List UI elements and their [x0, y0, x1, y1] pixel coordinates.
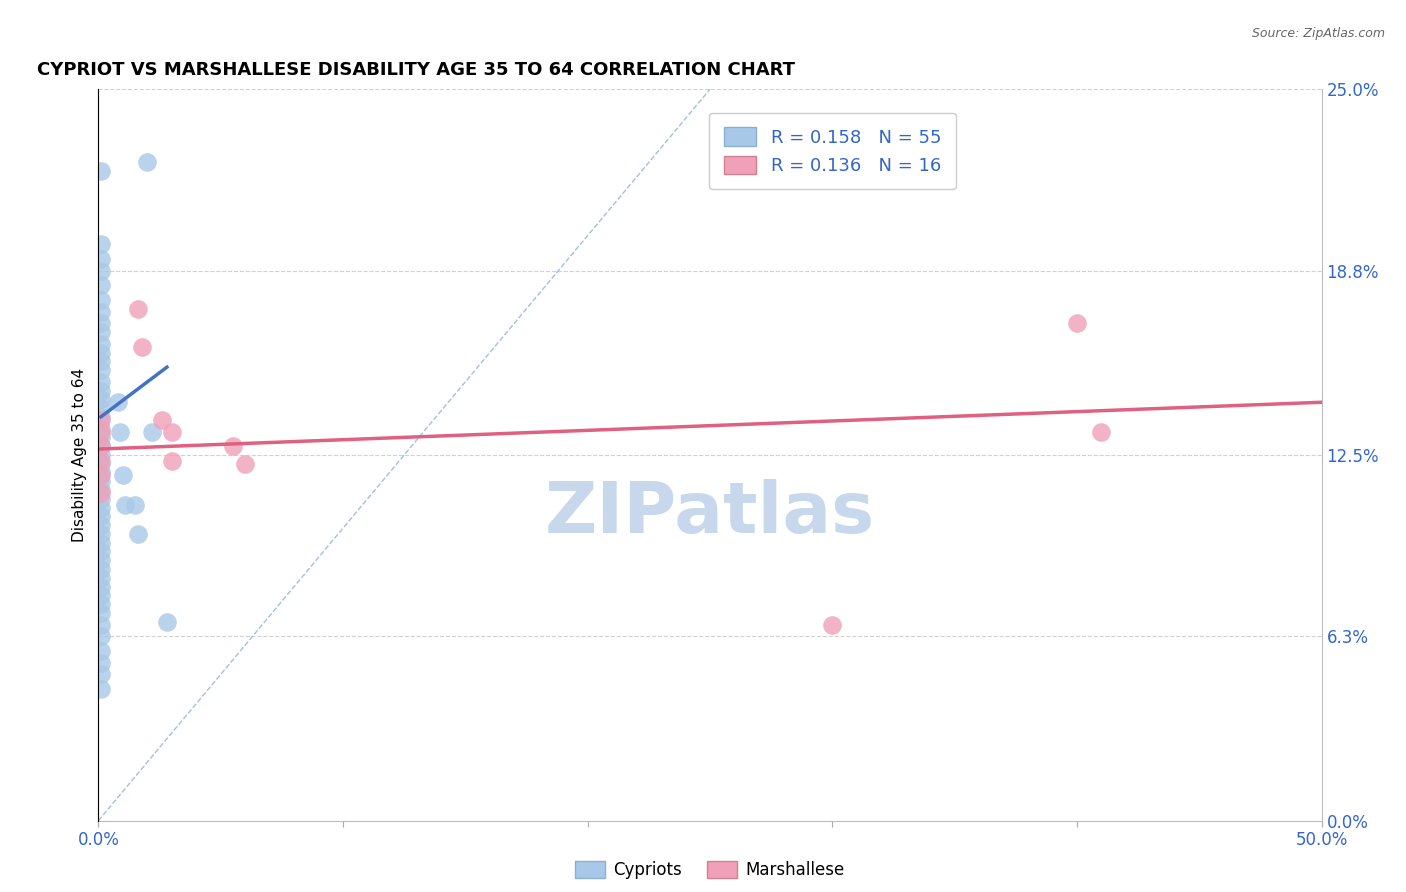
Point [233, 457, 256, 471]
Point [90, 629, 112, 643]
Point [90, 500, 112, 515]
Point [111, 468, 134, 483]
Point [141, 425, 163, 439]
Point [90, 483, 112, 497]
Point [90, 448, 112, 462]
Point [90, 336, 112, 351]
Point [90, 597, 112, 611]
Point [90, 425, 112, 439]
Point [90, 606, 112, 620]
Text: ZIPatlas: ZIPatlas [546, 479, 875, 548]
Point [90, 681, 112, 696]
Point [90, 588, 112, 602]
Text: Source: ZipAtlas.com: Source: ZipAtlas.com [1251, 27, 1385, 40]
Point [90, 468, 112, 483]
Point [90, 544, 112, 558]
Point [90, 518, 112, 533]
Point [90, 509, 112, 524]
Point [90, 345, 112, 359]
Point [90, 401, 112, 416]
Point [90, 491, 112, 506]
Point [90, 475, 112, 489]
Point [107, 395, 129, 409]
Y-axis label: Disability Age 35 to 64: Disability Age 35 to 64 [72, 368, 87, 542]
Point [90, 354, 112, 368]
Point [90, 430, 112, 444]
Point [90, 304, 112, 318]
Legend: Cypriots, Marshallese: Cypriots, Marshallese [568, 854, 852, 886]
Point [131, 340, 153, 354]
Point [90, 413, 112, 427]
Text: CYPRIOT VS MARSHALLESE DISABILITY AGE 35 TO 64 CORRELATION CHART: CYPRIOT VS MARSHALLESE DISABILITY AGE 35… [38, 62, 796, 79]
Point [90, 252, 112, 266]
Point [136, 155, 159, 169]
Point [90, 580, 112, 594]
Point [90, 562, 112, 576]
Point [90, 535, 112, 549]
Point [90, 375, 112, 389]
Point [90, 457, 112, 471]
Point [110, 425, 132, 439]
Point [1066, 316, 1088, 330]
Point [90, 454, 112, 468]
Point [90, 164, 112, 178]
Point [1090, 425, 1112, 439]
Point [127, 301, 149, 316]
Point [90, 486, 112, 500]
Point [90, 316, 112, 330]
Point [90, 409, 112, 424]
Point [90, 237, 112, 252]
Point [114, 498, 136, 512]
Point [90, 392, 112, 407]
Point [821, 617, 844, 632]
Point [90, 466, 112, 480]
Point [90, 644, 112, 658]
Point [90, 667, 112, 681]
Point [90, 421, 112, 435]
Point [90, 278, 112, 293]
Point [90, 527, 112, 541]
Point [124, 498, 146, 512]
Point [156, 615, 179, 629]
Point [150, 413, 173, 427]
Point [90, 571, 112, 585]
Point [90, 293, 112, 307]
Point [90, 263, 112, 277]
Point [90, 325, 112, 339]
Point [90, 439, 112, 453]
Point [90, 617, 112, 632]
Point [160, 454, 183, 468]
Point [127, 527, 149, 541]
Point [222, 439, 245, 453]
Point [90, 553, 112, 567]
Point [90, 439, 112, 453]
Point [90, 656, 112, 670]
Point [90, 363, 112, 377]
Point [160, 425, 183, 439]
Point [90, 384, 112, 398]
